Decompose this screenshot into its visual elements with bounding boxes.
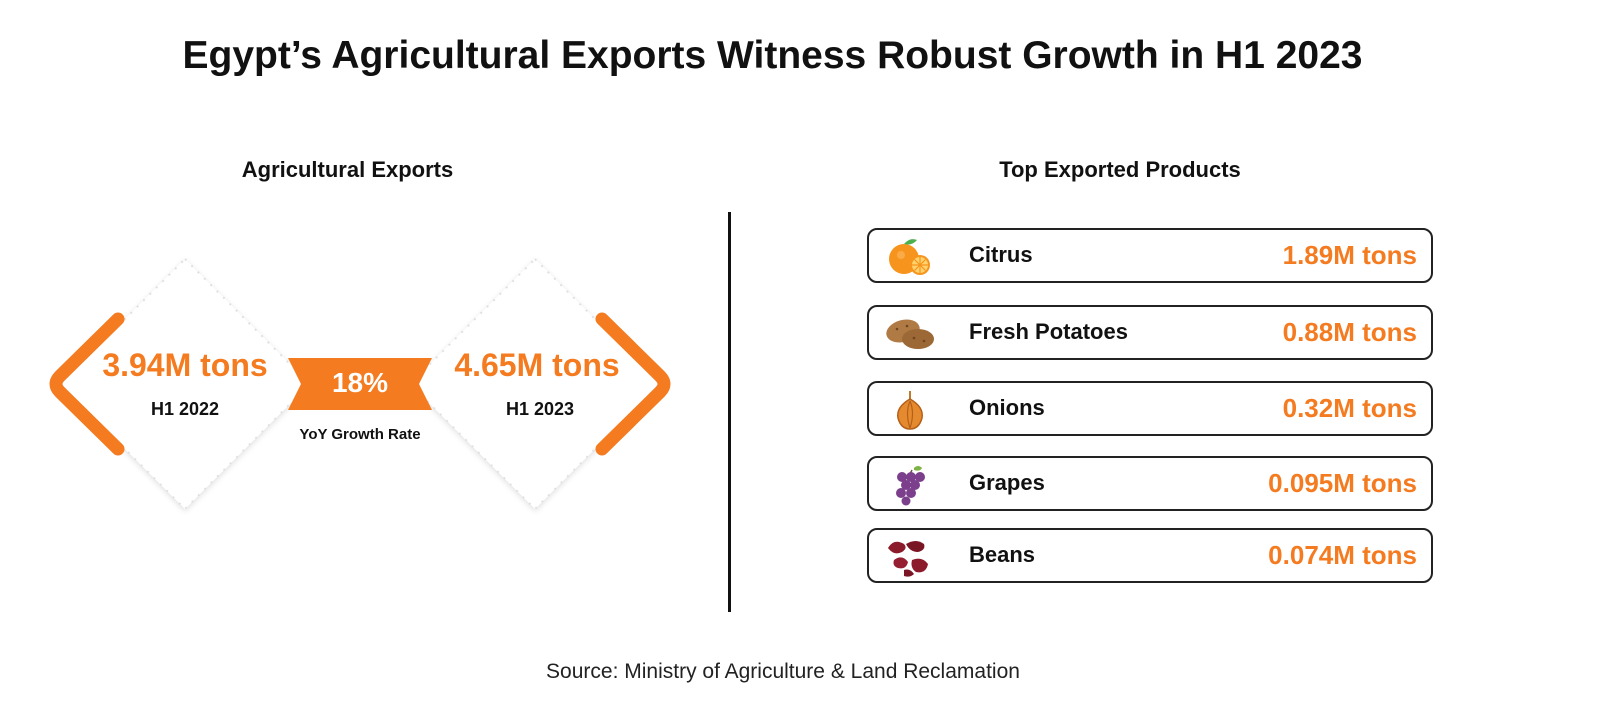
growth-ribbon — [288, 358, 432, 410]
beans-icon — [888, 541, 928, 577]
agricultural-exports-heading: Agricultural Exports — [241, 157, 454, 182]
product-value: 0.32M tons — [1282, 393, 1417, 423]
left-diamond-frame — [49, 257, 312, 511]
right-diamond-frame — [408, 257, 671, 511]
right-orange-bracket — [595, 312, 671, 456]
product-name: Citrus — [969, 242, 1033, 267]
left-orange-bracket — [49, 312, 125, 456]
product-value: 0.095M tons — [1268, 468, 1417, 498]
product-value: 1.89M tons — [1282, 240, 1417, 270]
product-name: Fresh Potatoes — [969, 319, 1128, 344]
product-name: Beans — [969, 542, 1036, 567]
h1-2022-label: H1 2022 — [150, 399, 220, 419]
product-value: 0.88M tons — [1282, 317, 1417, 347]
orange-icon — [889, 239, 930, 275]
potato-icon — [886, 319, 934, 349]
product-row-beans: Beans 0.074M tons — [867, 528, 1433, 583]
product-value: 0.074M tons — [1268, 540, 1417, 570]
h1-2022-value: 3.94M tons — [102, 347, 268, 383]
product-row-grapes: Grapes 0.095M tons — [867, 456, 1433, 511]
h1-2023-value: 4.65M tons — [454, 347, 620, 383]
grapes-icon — [896, 466, 925, 506]
source-note: Source: Ministry of Agriculture & Land R… — [546, 660, 1020, 683]
diamond-frames-graphic — [49, 257, 671, 511]
product-row-onions: Onions 0.32M tons — [867, 381, 1433, 436]
product-row-citrus: Citrus 1.89M tons — [867, 228, 1433, 283]
growth-rate-value: 18% — [331, 367, 389, 398]
top-products-heading: Top Exported Products — [999, 157, 1241, 182]
product-row-fresh-potatoes: Fresh Potatoes 0.88M tons — [867, 305, 1433, 360]
product-name: Onions — [969, 395, 1045, 420]
section-divider — [728, 212, 731, 612]
onion-icon — [897, 391, 923, 430]
growth-rate-label: YoY Growth Rate — [299, 426, 421, 443]
page-title: Egypt’s Agricultural Exports Witness Rob… — [182, 34, 1363, 77]
h1-2023-label: H1 2023 — [505, 399, 575, 419]
product-name: Grapes — [969, 470, 1045, 495]
